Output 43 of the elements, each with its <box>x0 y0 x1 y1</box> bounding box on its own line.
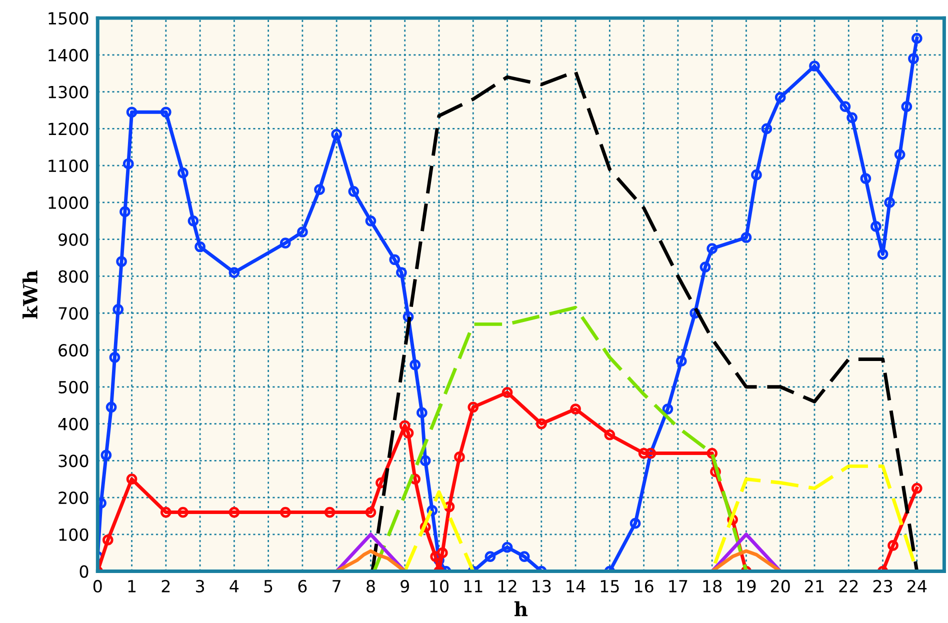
y-tick-label: 1500 <box>48 12 88 25</box>
y-axis-title: kWh <box>22 270 38 319</box>
y-tick-label: 300 <box>58 454 88 468</box>
x-tick-label: 0 <box>93 580 102 593</box>
x-tick-label: 3 <box>196 580 204 593</box>
x-tick-label: 2 <box>162 580 170 592</box>
x-tick-label: 21 <box>805 580 824 592</box>
y-tick-label: 900 <box>58 233 88 246</box>
x-tick-label: 19 <box>737 580 756 593</box>
y-tick-label: 0 <box>80 565 88 578</box>
x-tick-label: 8 <box>366 580 375 593</box>
x-tick-label: 1 <box>128 580 136 592</box>
x-tick-label: 10 <box>430 580 448 593</box>
x-tick-label: 16 <box>635 580 654 593</box>
x-tick-label: 14 <box>566 580 586 592</box>
x-tick-label: 4 <box>230 580 239 592</box>
x-tick-label: 24 <box>908 580 927 592</box>
x-tick-label: 20 <box>770 580 790 593</box>
y-tick-label: 100 <box>59 528 88 541</box>
y-tick-label: 800 <box>58 270 88 283</box>
x-tick-label: 17 <box>669 580 688 592</box>
x-tick-label: 9 <box>400 580 409 593</box>
x-tick-label: 22 <box>839 580 858 592</box>
y-tick-label: 1100 <box>48 160 88 172</box>
x-tick-label: 15 <box>600 580 619 593</box>
y-tick-label: 1300 <box>48 86 88 98</box>
y-tick-label: 600 <box>58 344 88 357</box>
x-tick-label: 23 <box>873 580 892 593</box>
y-tick-label: 1400 <box>48 48 88 62</box>
x-tick-label: 12 <box>498 580 516 592</box>
x-tick-label: 6 <box>298 580 307 593</box>
x-axis-title: h <box>514 601 528 616</box>
x-tick-label: 5 <box>264 580 272 593</box>
y-tick-label: 400 <box>58 418 88 430</box>
y-tick-label: 500 <box>58 380 88 394</box>
y-tick-label: 700 <box>58 307 88 320</box>
x-tick-label: 11 <box>464 580 482 592</box>
x-tick-label: 18 <box>703 580 722 593</box>
y-tick-label: 1000 <box>48 196 88 210</box>
x-tick-label: 7 <box>332 580 340 592</box>
x-tick-label: 13 <box>532 580 551 593</box>
y-tick-label: 1200 <box>48 122 88 136</box>
y-tick-label: 200 <box>58 491 88 504</box>
